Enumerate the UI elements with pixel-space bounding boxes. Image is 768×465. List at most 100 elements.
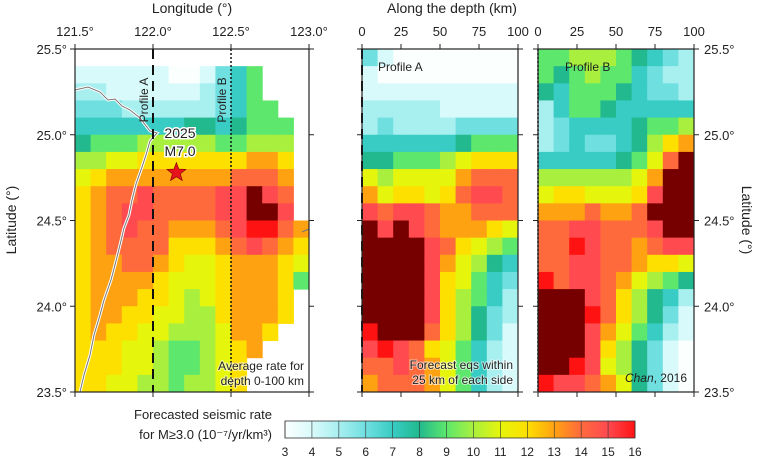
heatmap-cell	[153, 66, 170, 84]
heatmap-cell	[424, 374, 441, 393]
profile-b-line-label: Profile B	[215, 77, 229, 122]
heatmap-cell	[137, 83, 154, 101]
heatmap-cell	[293, 237, 310, 256]
heatmap-cell	[168, 83, 185, 101]
heatmap-cell	[168, 220, 185, 239]
y-tick-label: 25.0°	[704, 128, 735, 143]
heatmap-cell	[393, 83, 410, 101]
heatmap-cell	[678, 374, 695, 393]
heatmap-cell	[662, 169, 679, 187]
heatmap-cell	[393, 186, 410, 204]
heatmap-cell	[455, 49, 472, 67]
heatmap-cell	[440, 357, 457, 376]
heatmap-cell	[631, 203, 648, 221]
heatmap-cell	[647, 83, 664, 101]
heatmap-cell	[600, 306, 617, 324]
heatmap-cell	[121, 254, 138, 273]
heatmap-cell	[440, 271, 457, 290]
heatmap-cell	[455, 340, 472, 359]
heatmap-cell	[471, 203, 488, 221]
heatmap-cell	[408, 66, 425, 84]
heatmap-cell	[121, 169, 138, 187]
heatmap-cell	[246, 66, 263, 84]
heatmap-cell	[262, 203, 279, 221]
heatmap-cell	[584, 49, 601, 67]
heatmap-cell	[121, 237, 138, 256]
heatmap-cell	[215, 289, 232, 307]
heatmap-cell	[502, 271, 519, 290]
heatmap-cell	[569, 340, 586, 359]
heatmap-cell	[246, 186, 263, 204]
heatmap-cell	[90, 117, 107, 136]
heatmap-cell	[153, 237, 170, 256]
heatmap-cell	[471, 254, 488, 273]
heatmap-cell	[600, 203, 617, 221]
heatmap-cell	[377, 49, 394, 67]
heatmap-cell	[502, 169, 519, 187]
heatmap-cell	[377, 289, 394, 307]
heatmap-cell	[424, 66, 441, 84]
map-note-line1: Average rate for	[218, 359, 304, 373]
heatmap-cell	[440, 203, 457, 221]
heatmap-cell	[246, 83, 263, 101]
heatmap-cell	[616, 117, 633, 136]
heatmap-cell	[502, 151, 519, 170]
colorbar-tick-label: 11	[494, 445, 507, 459]
heatmap-cell	[584, 254, 601, 273]
heatmap-cell	[75, 254, 92, 273]
heatmap-cell	[153, 254, 170, 273]
heatmap-cell	[502, 100, 519, 119]
heatmap-cell	[362, 254, 379, 273]
heatmap-cell	[106, 220, 123, 239]
heatmap-cell	[408, 203, 425, 221]
heatmap-cell	[647, 306, 664, 324]
heatmap-cell	[106, 357, 123, 376]
heatmap-cell	[215, 186, 232, 204]
heatmap-cell	[502, 220, 519, 239]
heatmap-cell	[538, 340, 555, 359]
heatmap-cell	[502, 306, 519, 324]
heatmap-cell	[455, 186, 472, 204]
heatmap-cell	[600, 357, 617, 376]
heatmap-cell	[553, 49, 570, 67]
heatmap-cell	[408, 237, 425, 256]
heatmap-cell	[647, 374, 664, 393]
x-tick-label: 50	[433, 24, 447, 39]
heatmap-cell	[90, 271, 107, 290]
heatmap-cell	[75, 237, 92, 256]
heatmap-cell	[137, 254, 154, 273]
heatmap-cell	[662, 151, 679, 170]
profile-a-title: Profile A	[378, 60, 423, 74]
heatmap-cell	[584, 169, 601, 187]
heatmap-cell	[616, 100, 633, 119]
heatmap-cell	[502, 374, 519, 393]
heatmap-cell	[137, 323, 154, 342]
heatmap-cell	[277, 254, 294, 273]
heatmap-cell	[75, 289, 92, 307]
colorbar-tick-label: 15	[601, 445, 615, 459]
heatmap-cell	[538, 100, 555, 119]
heatmap-cell	[440, 254, 457, 273]
heatmap-cell	[471, 169, 488, 187]
heatmap-cell	[631, 237, 648, 256]
heatmap-cell	[137, 357, 154, 376]
heatmap-cell	[199, 357, 216, 376]
heatmap-cell	[616, 340, 633, 359]
x-tick-label: 25	[570, 24, 584, 39]
heatmap-cell	[647, 289, 664, 307]
heatmap-cell	[584, 306, 601, 324]
x-tick-label: 121.5°	[56, 24, 94, 39]
heatmap-cell	[600, 169, 617, 187]
heatmap-cell	[106, 323, 123, 342]
heatmap-cell	[393, 237, 410, 256]
heatmap-cell	[678, 169, 695, 187]
heatmap-cell	[486, 117, 503, 136]
heatmap-cell	[631, 254, 648, 273]
heatmap-cell	[184, 169, 201, 187]
heatmap-cell	[538, 203, 555, 221]
heatmap-cell	[616, 254, 633, 273]
heatmap-cell	[184, 254, 201, 273]
heatmap-cell	[662, 271, 679, 290]
heatmap-cell	[569, 203, 586, 221]
heatmap-cell	[377, 186, 394, 204]
